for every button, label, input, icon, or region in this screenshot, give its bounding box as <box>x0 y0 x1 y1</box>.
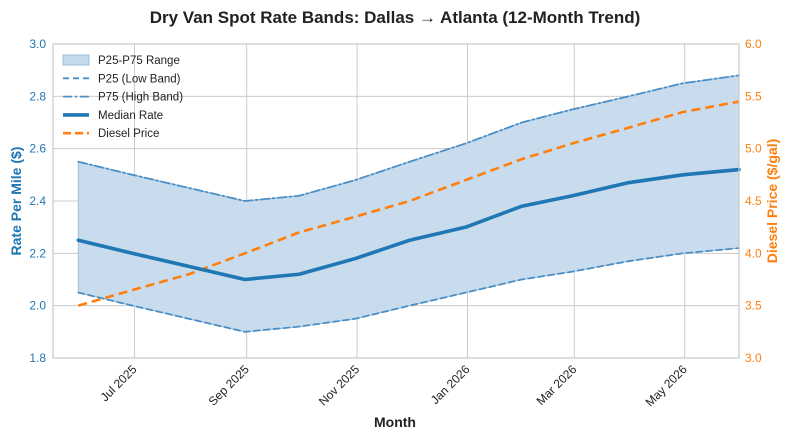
legend-label: P75 (High Band) <box>98 92 183 104</box>
y-tick-label: 1.8 <box>29 351 46 365</box>
x-tick-label: Sep 2025 <box>206 362 252 408</box>
legend-swatch-band <box>62 54 90 66</box>
y2-tick-label: 5.0 <box>745 142 762 156</box>
x-tick-label: Jul 2025 <box>98 362 140 404</box>
legend-label: P25-P75 Range <box>98 55 180 67</box>
y-tick-label: 2.2 <box>29 246 46 260</box>
series-line-p25 <box>77 247 740 333</box>
chart-title: Dry Van Spot Rate Bands: Dallas → Atlant… <box>150 8 641 27</box>
series-line-p75 <box>77 74 740 202</box>
y2-tick-label: 6.0 <box>745 37 762 51</box>
y2-tick-label: 3.5 <box>745 299 762 313</box>
x-axis-title: Month <box>374 414 416 430</box>
y-axis-title: Rate Per Mile ($) <box>8 147 24 256</box>
y2-tick-label: 5.5 <box>745 89 762 103</box>
legend-label: P25 (Low Band) <box>98 73 181 85</box>
plot-area: 1.8 2.0 2.2 2.4 2.6 2.8 3.0 3.0 3.5 4.0 4.5 5.0 5.5 6… <box>29 37 762 409</box>
legend-label: Diesel Price <box>98 128 159 140</box>
y-tick-label: 2.8 <box>29 89 46 103</box>
y-tick-label: 3.0 <box>29 37 46 51</box>
x-tick-label: Mar 2026 <box>534 362 580 408</box>
series-line-median <box>76 167 741 282</box>
band-p25-p75 <box>77 74 740 333</box>
x-tick-label: Jan 2026 <box>428 362 473 407</box>
y2-tick-label: 4.0 <box>745 246 762 260</box>
y2-axis-title: Diesel Price ($/gal) <box>764 139 780 264</box>
y-tick-label: 2.6 <box>29 142 46 156</box>
y-tick-label: 2.0 <box>29 299 46 313</box>
series-line-diesel <box>77 100 740 307</box>
y2-tick-label: 3.0 <box>745 351 762 365</box>
legend-label: Median Rate <box>98 110 163 122</box>
y2-tick-label: 4.5 <box>745 194 762 208</box>
x-tick-label: Nov 2025 <box>316 362 362 408</box>
x-tick-label: May 2026 <box>643 362 690 409</box>
plot-frame <box>52 43 740 359</box>
y-tick-label: 2.4 <box>29 194 46 208</box>
